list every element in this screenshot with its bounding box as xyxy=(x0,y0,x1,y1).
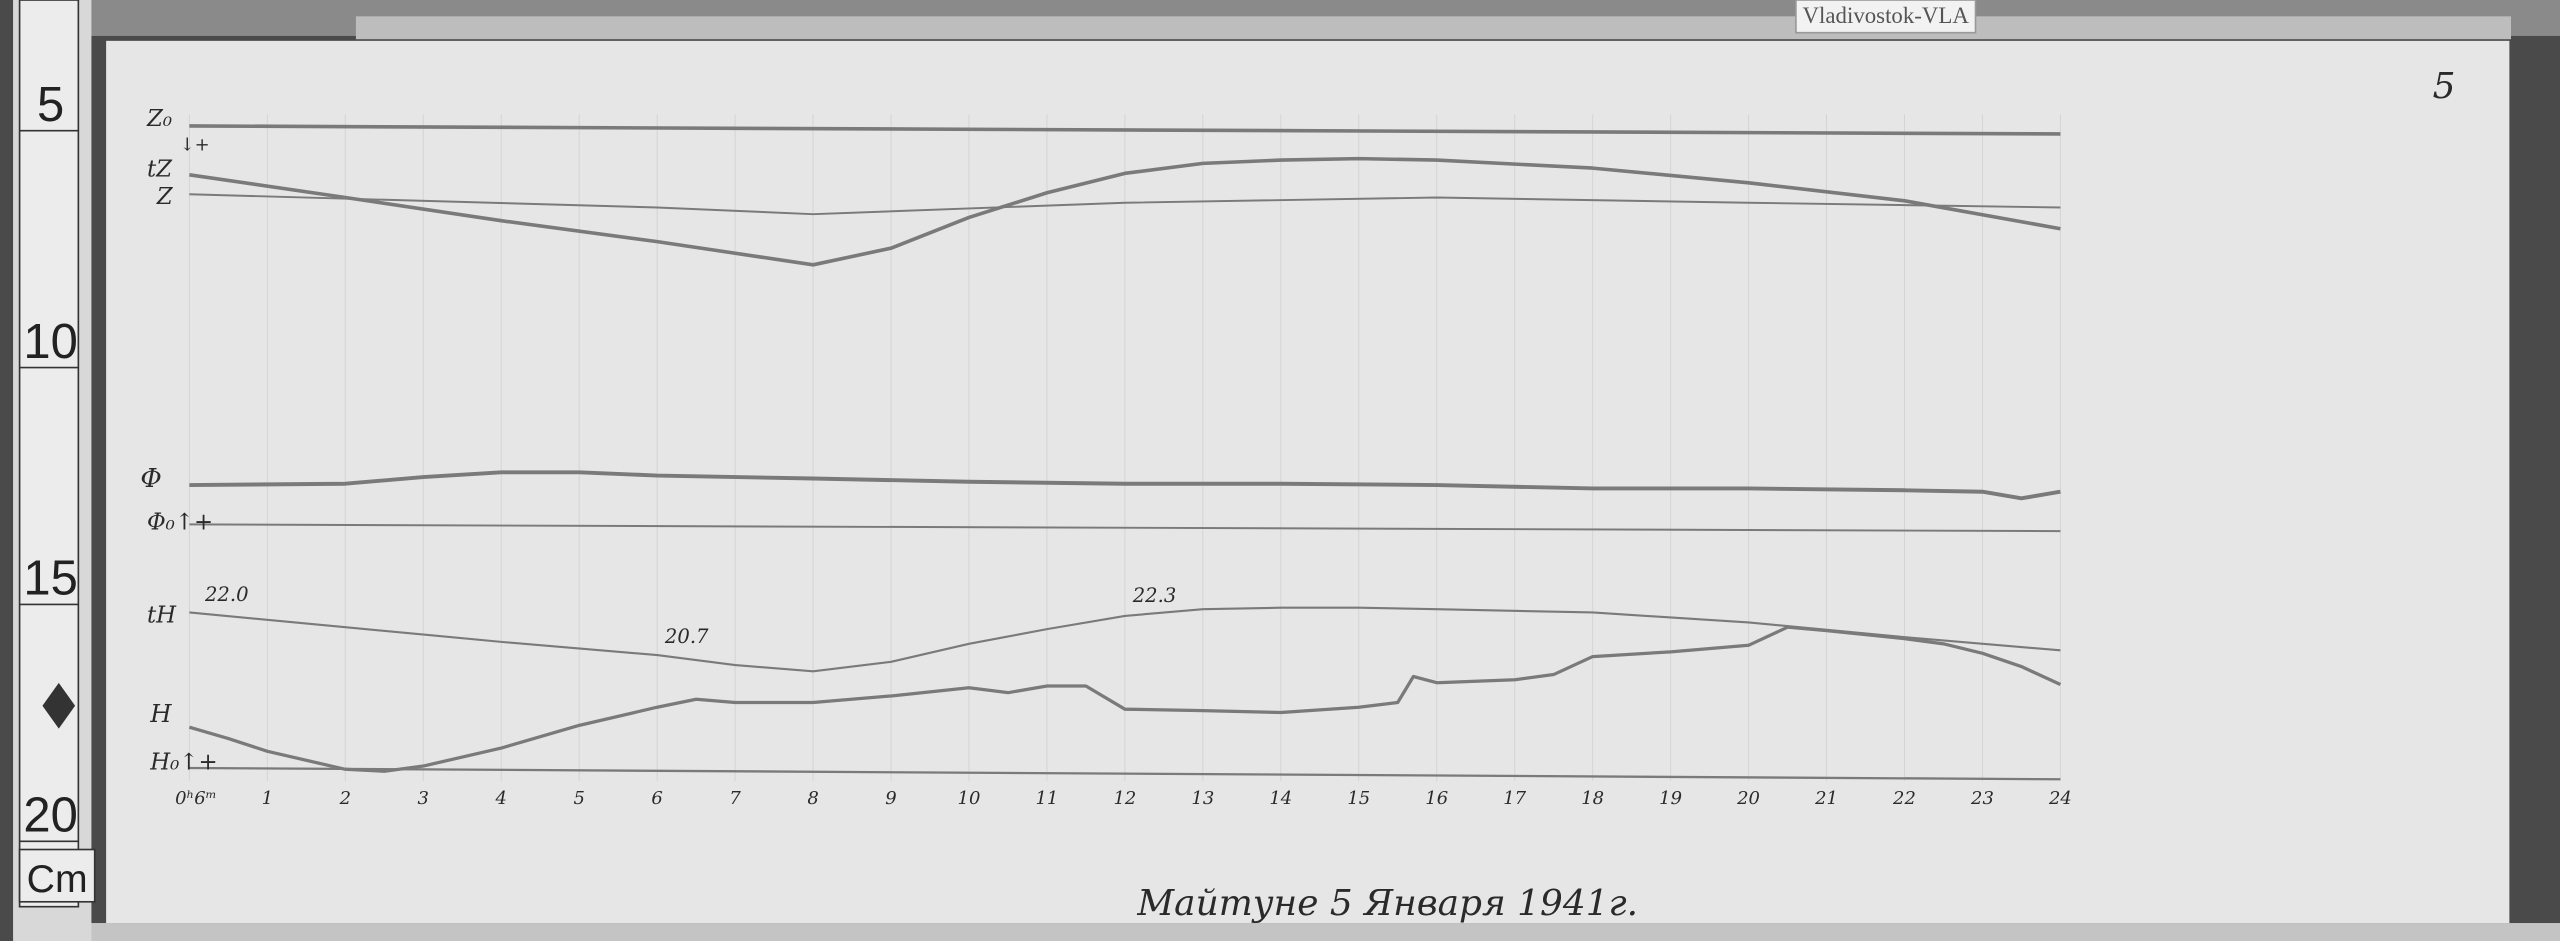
traces xyxy=(188,124,2062,781)
x-tick-labels: 0ʰ6ᵐ 1 2 3 4 5 6 7 8 9 10 11 12 13 14 15 16 17 18 19 20 21 22 2… xyxy=(175,788,2072,809)
trace-Φ xyxy=(189,470,2061,501)
trace-tH xyxy=(189,606,2061,673)
x-tick-label: 3 xyxy=(418,788,429,809)
ruler-label-20: 20 xyxy=(23,789,77,843)
x-tick-label: 4 xyxy=(495,788,507,809)
ruler-label-15: 15 xyxy=(23,552,77,606)
ruler: 5 10 15 20 Cm xyxy=(13,0,96,941)
hour-grid xyxy=(188,114,2061,781)
corner-mark: 5 xyxy=(2433,66,2456,107)
x-tick-label: 19 xyxy=(1659,788,1682,809)
x-tick-label: 15 xyxy=(1347,788,1370,809)
x-tick-label: 18 xyxy=(1581,788,1604,809)
ruler-label-5: 5 xyxy=(37,78,64,132)
ruler-label-10: 10 xyxy=(23,315,77,369)
x-tick-label: 5 xyxy=(573,788,584,809)
x-tick-label: 8 xyxy=(807,788,818,809)
x-tick-label: 13 xyxy=(1191,788,1214,809)
x-tick-label: 23 xyxy=(1970,788,1994,809)
th-annotation: 22.3 xyxy=(1132,584,1177,607)
station-tag xyxy=(1795,0,1977,34)
paper xyxy=(106,40,2510,924)
th-annotation: 22.0 xyxy=(204,583,249,606)
x-tick-label: 0ʰ6ᵐ xyxy=(175,788,217,809)
x-tick-label: 24 xyxy=(2048,788,2072,809)
trace-Z₀ xyxy=(189,124,2061,136)
x-tick-label: 1 xyxy=(262,788,273,809)
station-tag-label: Vladivostok-VLA xyxy=(1803,3,1970,28)
x-tick-label: 17 xyxy=(1503,788,1526,809)
th-annotation: 20.7 xyxy=(664,625,709,648)
x-tick-label: 14 xyxy=(1269,788,1292,809)
label-h0: H₀↑+ xyxy=(149,749,217,775)
trace-H xyxy=(188,625,2062,773)
label-h: H xyxy=(149,699,172,728)
ruler-unit: Cm xyxy=(27,858,88,901)
x-tick-label: 20 xyxy=(1736,788,1760,809)
label-z-direction: ↓+ xyxy=(180,134,210,155)
x-tick-label: 12 xyxy=(1113,788,1136,809)
label-th: tH xyxy=(147,602,177,628)
trace-H₀ xyxy=(189,766,2061,781)
x-tick-label: 6 xyxy=(651,788,662,809)
x-tick-label: 11 xyxy=(1036,788,1059,809)
label-d: Φ xyxy=(140,464,161,494)
x-tick-label: 16 xyxy=(1425,788,1448,809)
trace-Z xyxy=(189,193,2061,216)
x-tick-label: 22 xyxy=(1892,788,1916,809)
x-tick-label: 10 xyxy=(958,788,981,809)
x-tick-label: 7 xyxy=(729,788,741,809)
label-d0: Φ₀↑+ xyxy=(147,509,213,535)
label-z: Z xyxy=(156,184,174,210)
x-tick-label: 21 xyxy=(1814,788,1838,809)
footer-date-caption: Майтуне 5 Января 1941г. xyxy=(1136,883,1638,924)
trace-tZ xyxy=(189,156,2061,267)
label-tz: tZ xyxy=(147,156,173,182)
annotations: 22.0 20.7 22.3 xyxy=(204,583,1176,648)
x-tick-label: 2 xyxy=(339,788,351,809)
tape-strip xyxy=(355,16,2512,40)
x-tick-label: 9 xyxy=(885,788,896,809)
bottom-strip xyxy=(89,923,2560,941)
trace-Φ₀ xyxy=(189,523,2061,533)
label-z0: Z₀ xyxy=(146,106,172,132)
